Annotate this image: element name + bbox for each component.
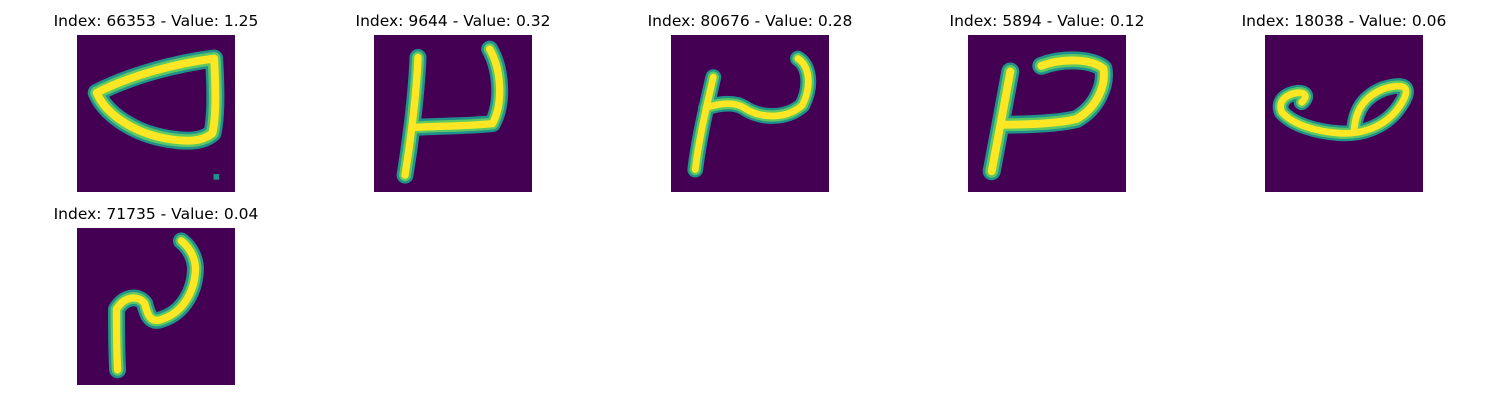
sample-panel-2: Index: 9644 - Value: 0.32	[333, 11, 573, 201]
digit-image	[374, 35, 532, 192]
sample-panel-4: Index: 5894 - Value: 0.12	[927, 11, 1167, 201]
sample-panel-1: Index: 66353 - Value: 1.25	[36, 11, 276, 201]
panel-title: Index: 18038 - Value: 0.06	[1241, 12, 1447, 30]
digit-image	[968, 35, 1126, 192]
panel-title: Index: 9644 - Value: 0.32	[355, 12, 551, 30]
digit-image	[77, 35, 235, 192]
panel-title: Index: 66353 - Value: 1.25	[53, 12, 259, 30]
sample-panel-3: Index: 80676 - Value: 0.28	[630, 11, 870, 201]
sample-panel-5: Index: 18038 - Value: 0.06	[1224, 11, 1464, 201]
panel-title: Index: 80676 - Value: 0.28	[647, 12, 853, 30]
panel-title: Index: 5894 - Value: 0.12	[949, 12, 1145, 30]
digit-image	[1265, 35, 1423, 192]
sample-panel-6: Index: 71735 - Value: 0.04	[36, 204, 276, 394]
panel-title: Index: 71735 - Value: 0.04	[53, 205, 259, 223]
digit-image	[77, 228, 235, 385]
digit-image	[671, 35, 829, 192]
